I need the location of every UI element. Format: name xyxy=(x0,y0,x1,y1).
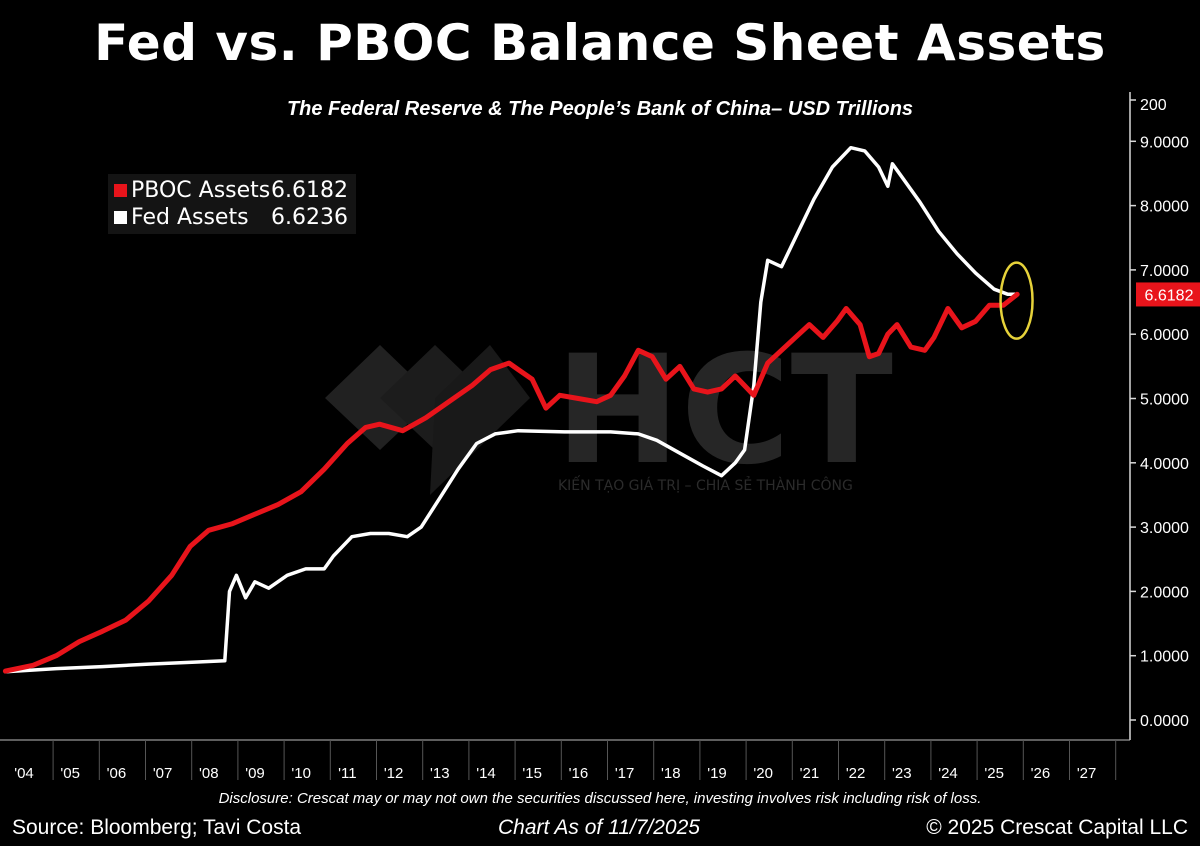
y-tick-label: 3.0000 xyxy=(1140,520,1189,537)
chart-subtitle: The Federal Reserve & The People’s Bank … xyxy=(286,98,914,120)
y-tick-label: 4.0000 xyxy=(1140,456,1189,473)
axes: 0.0000 1.0000 2.0000 3.0000 4.0000 5.0000 6.00… xyxy=(0,92,1189,782)
x-tick-label: '15 xyxy=(522,765,542,782)
page-title: Fed vs. PBOC Balance Sheet Assets xyxy=(94,14,1106,72)
x-tick-label: '22 xyxy=(846,765,866,782)
legend-value-fed: 6.6236 xyxy=(271,205,348,230)
y-tick-label: 7.0000 xyxy=(1140,263,1189,280)
legend-swatch-pboc xyxy=(114,184,127,197)
x-tick-label: '24 xyxy=(938,765,958,782)
disclosure: Disclosure: Crescat may or may not own t… xyxy=(218,790,982,807)
y-tick-label: 9.0000 xyxy=(1140,134,1189,151)
watermark: HCT KIẾN TẠO GIÁ TRỊ – CHIA SẺ THÀNH CÔN… xyxy=(325,324,893,498)
x-tick-label: '06 xyxy=(107,765,127,782)
y-tick-label-partial: 200 xyxy=(1140,97,1167,114)
last-value-label: 6.6182 xyxy=(1145,287,1194,304)
last-value-badge xyxy=(1136,282,1200,307)
x-tick-label: '16 xyxy=(569,765,589,782)
series-layer xyxy=(2,145,1020,674)
x-tick-label: '09 xyxy=(245,765,265,782)
x-tick-label: '04 xyxy=(14,765,34,782)
x-tick-label: '17 xyxy=(615,765,635,782)
watermark-text: HCT xyxy=(555,324,893,498)
x-tick-label: '23 xyxy=(892,765,912,782)
as-of-date: Chart As of 11/7/2025 xyxy=(498,816,700,839)
legend-swatch-fed xyxy=(114,211,127,224)
y-tick-label: 8.0000 xyxy=(1140,199,1189,216)
x-tick-label: '25 xyxy=(984,765,1004,782)
x-tick-label: '14 xyxy=(476,765,496,782)
y-tick-label: 0.0000 xyxy=(1140,713,1189,730)
legend: PBOC Assets 6.6182 Fed Assets 6.6236 xyxy=(108,174,356,234)
legend-label-fed: Fed Assets xyxy=(131,205,249,230)
highlight-ellipse xyxy=(999,261,1034,340)
legend-item-pboc: PBOC Assets 6.6182 xyxy=(114,177,348,204)
annotations: 6.6182 xyxy=(999,261,1200,340)
copyright: © 2025 Crescat Capital LLC xyxy=(926,816,1188,839)
x-tick-label: '08 xyxy=(199,765,219,782)
watermark-diamond-icon xyxy=(430,345,530,495)
x-tick-label: '18 xyxy=(661,765,681,782)
x-tick-label: '13 xyxy=(430,765,450,782)
y-tick-label: 6.0000 xyxy=(1140,327,1189,344)
x-tick-label: '10 xyxy=(291,765,311,782)
x-tick-label: '20 xyxy=(753,765,773,782)
legend-item-fed: Fed Assets 6.6236 xyxy=(114,204,348,231)
series-line-pboc xyxy=(2,291,1020,674)
x-tick-label: '11 xyxy=(338,765,356,782)
series-line-fed xyxy=(3,145,1019,674)
watermark-diamond-icon xyxy=(325,345,435,450)
x-tick-label: '12 xyxy=(384,765,404,782)
y-tick-label: 1.0000 xyxy=(1140,649,1189,666)
x-tick-label: '19 xyxy=(707,765,727,782)
y-tick-label: 5.0000 xyxy=(1140,392,1189,409)
legend-value-pboc: 6.6182 xyxy=(271,178,348,203)
legend-label-pboc: PBOC Assets xyxy=(131,178,271,203)
y-tick-label: 2.0000 xyxy=(1140,584,1189,601)
x-tick-label: '07 xyxy=(153,765,173,782)
watermark-tagline: KIẾN TẠO GIÁ TRỊ – CHIA SẺ THÀNH CÔNG xyxy=(558,475,853,494)
x-tick-label: '05 xyxy=(60,765,80,782)
source-note: Source: Bloomberg; Tavi Costa xyxy=(12,816,302,839)
x-tick-label: '21 xyxy=(800,765,820,782)
x-tick-label: '27 xyxy=(1077,765,1097,782)
x-tick-label: '26 xyxy=(1031,765,1051,782)
watermark-diamond-icon xyxy=(380,345,490,450)
